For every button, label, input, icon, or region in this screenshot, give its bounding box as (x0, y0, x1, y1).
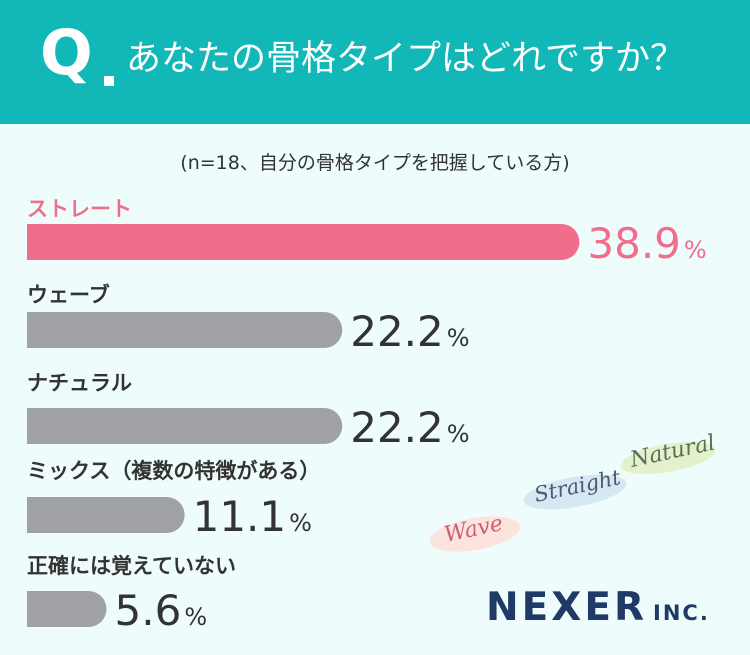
bars-group: ストレート 38.9 % ウェーブ 22.2 % ナチュラル 22.2 % ミックス（複数の特徴が… (27, 197, 707, 635)
bar (27, 408, 343, 444)
bar (27, 312, 343, 348)
category-label: 正確には覚えていない (27, 554, 236, 578)
value-label: 11.1% (193, 492, 312, 541)
category-label: ストレート (27, 197, 132, 221)
sample-note: (n=18、自分の骨格タイプを把握している方) (180, 152, 570, 174)
value-label: 38.9% (587, 219, 706, 268)
bar (27, 224, 580, 260)
category-label: ナチュラル (27, 371, 132, 395)
logo-suffix: INC. (653, 601, 710, 625)
value-label: 5.6% (115, 586, 208, 635)
nexer-logo: NEXER INC. (486, 588, 710, 627)
q-dot (104, 76, 114, 86)
category-label: ウェーブ (27, 283, 110, 307)
logo-name: NEXER (486, 585, 648, 630)
decor-illustration: Natural Straight Wave (429, 431, 717, 552)
bar (27, 591, 107, 627)
header-banner: Q あなたの骨格タイプはどれですか？ (0, 0, 750, 124)
value-label: 22.2% (350, 403, 469, 452)
q-label: Q (40, 16, 93, 89)
question-title: あなたの骨格タイプはどれですか？ (126, 39, 685, 79)
value-label: 22.2% (350, 307, 469, 356)
bar (27, 497, 185, 533)
category-label: ミックス（複数の特徴がある） (27, 459, 320, 483)
